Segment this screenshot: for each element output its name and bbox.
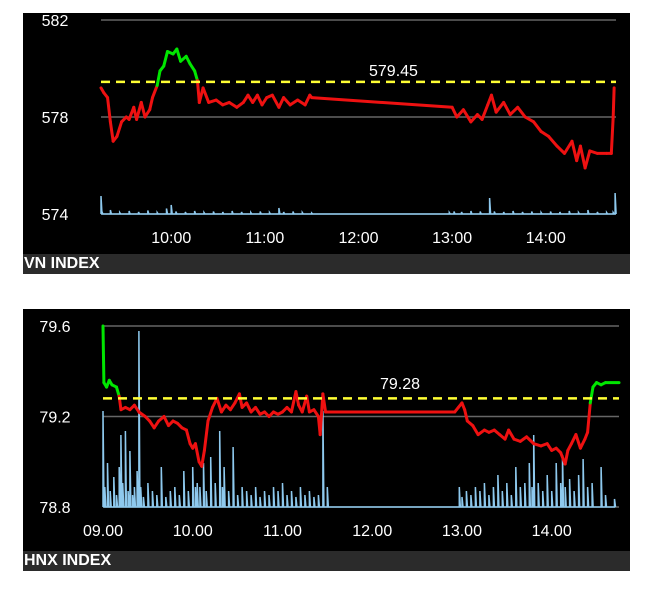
price-segment <box>303 93 312 107</box>
price-segment <box>563 448 570 466</box>
price-segment <box>469 113 479 124</box>
price-segment <box>305 394 311 414</box>
price-segment <box>508 105 520 117</box>
price-segment <box>547 134 559 148</box>
price-segment <box>294 390 301 407</box>
price-segment <box>563 139 574 155</box>
price-segment <box>555 144 566 155</box>
x-tick-label: 11:00 <box>245 230 284 247</box>
x-tick-label: 09.00 <box>83 523 123 540</box>
price-segment <box>101 324 106 385</box>
price-segment <box>206 405 214 423</box>
price-segment <box>270 93 281 109</box>
price-segment <box>200 448 206 468</box>
price-segment <box>139 100 147 119</box>
x-tick-label: 11.00 <box>263 523 302 540</box>
price-segment <box>578 437 587 450</box>
price-segment <box>609 115 615 155</box>
price-segment <box>523 115 536 124</box>
price-segment <box>502 100 512 117</box>
price-segment <box>148 96 154 112</box>
x-tick-label: 13.00 <box>442 523 482 540</box>
price-segment <box>277 96 286 109</box>
price-segment <box>282 96 292 107</box>
price-segment <box>115 120 124 138</box>
price-segment <box>193 69 199 83</box>
price-segment <box>588 385 595 405</box>
price-segment <box>586 401 592 434</box>
price-segment <box>155 69 162 87</box>
y-tick-label: 78.8 <box>39 500 70 517</box>
price-segment <box>202 419 210 452</box>
price-segment <box>237 392 244 409</box>
price-segment <box>463 408 469 423</box>
hnx-index-plot: 79.6 79.2 78.8 09.00 10.00 11.00 12.00 13.00 14.… <box>39 319 621 540</box>
price-segment <box>461 108 473 124</box>
volume-series <box>100 192 617 215</box>
price-segment <box>162 50 169 68</box>
price-segment <box>106 96 112 124</box>
price-segment <box>321 392 328 414</box>
y-tick-label: 574 <box>42 207 69 224</box>
reference-label: 579.45 <box>369 63 418 80</box>
price-segment <box>193 442 201 464</box>
reference-label: 79.28 <box>380 376 420 393</box>
price-segment <box>108 120 115 143</box>
price-segment <box>215 396 223 414</box>
price-segment <box>201 86 211 104</box>
price-segment <box>578 144 587 170</box>
price-segment <box>255 93 264 107</box>
hnx-index-chart: 79.6 79.2 78.8 09.00 10.00 11.00 12.00 13.00 14.… <box>23 309 630 571</box>
price-segment <box>532 120 543 134</box>
price-segment <box>570 139 579 163</box>
price-segment <box>494 100 506 114</box>
y-tick-label: 79.2 <box>39 410 70 427</box>
price-segment <box>611 86 616 119</box>
x-tick-label: 14:00 <box>526 230 566 247</box>
x-tick-label: 13:00 <box>432 230 472 247</box>
price-segment <box>525 435 536 446</box>
price-segment <box>114 385 121 398</box>
price-segment <box>471 424 480 437</box>
price-segment <box>450 105 459 119</box>
chart-title: VN INDEX <box>23 254 630 274</box>
x-tick-label: 10.00 <box>173 523 213 540</box>
price-segment <box>184 428 192 446</box>
x-tick-label: 10:00 <box>151 230 191 247</box>
price-segment <box>516 105 527 119</box>
x-tick-label: 14.00 <box>532 523 572 540</box>
price-segment <box>455 108 465 119</box>
x-tick-label: 12.00 <box>352 523 392 540</box>
price-segment <box>245 401 253 414</box>
y-tick-label: 79.6 <box>39 319 70 336</box>
volume-series <box>102 330 617 508</box>
price-segment <box>489 93 498 114</box>
price-segment <box>175 47 183 63</box>
vn-index-plot: 582 578 574 10:00 11:00 12:00 13:00 14:00 579.45 <box>42 13 617 247</box>
price-segment <box>310 96 454 109</box>
y-tick-label: 578 <box>42 110 69 127</box>
price-segment <box>574 433 582 450</box>
vn-index-chart: 582 578 574 10:00 11:00 12:00 13:00 14:00 579.45… <box>23 13 630 274</box>
price-segment <box>583 149 592 170</box>
price-segment <box>507 428 516 441</box>
y-tick-label: 582 <box>42 13 69 30</box>
chart-title: HNX INDEX <box>23 551 630 571</box>
price-segment <box>151 83 159 100</box>
price-segment <box>480 103 490 121</box>
price-segment <box>162 415 171 428</box>
x-tick-label: 12:00 <box>338 230 378 247</box>
